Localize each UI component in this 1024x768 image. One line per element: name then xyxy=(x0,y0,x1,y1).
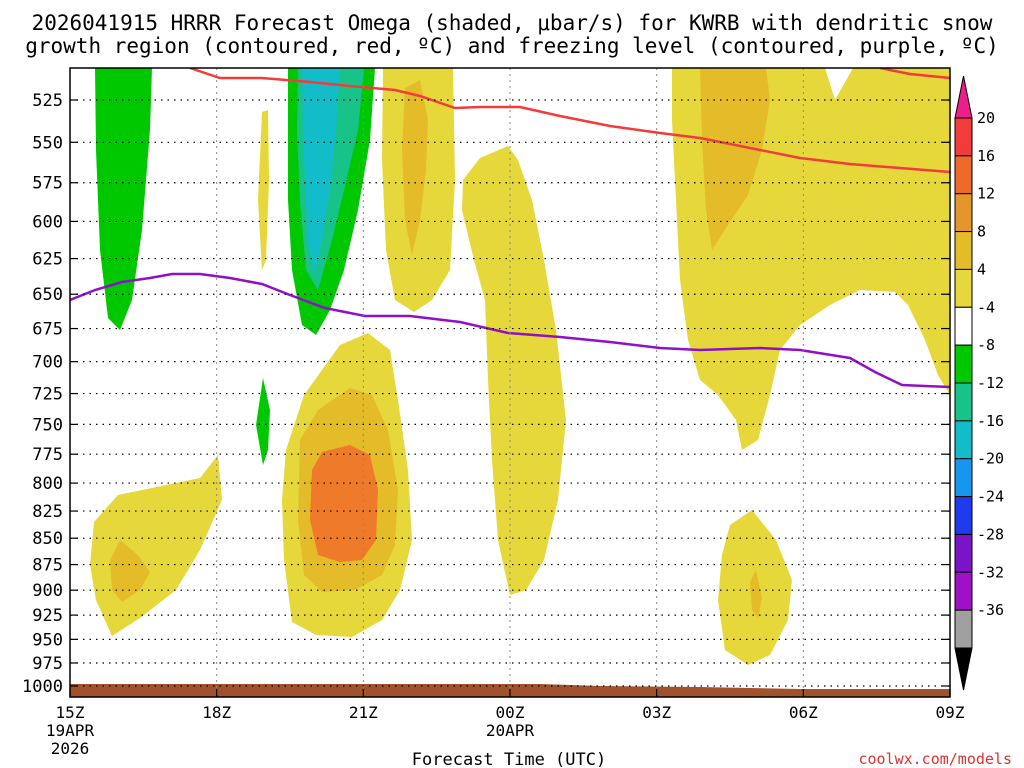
colorbar-swatch xyxy=(954,155,973,195)
colorbar-label: -4 xyxy=(977,298,995,316)
y-tick-label: 775 xyxy=(32,445,63,465)
omega-shading-4-8 xyxy=(90,68,950,665)
colorbar-label: -36 xyxy=(977,601,1004,619)
x-tick-date: 19APR xyxy=(46,721,95,740)
y-tick-label: 950 xyxy=(32,630,63,650)
dendritic-growth-contour-upper xyxy=(879,68,950,80)
y-tick-label: 600 xyxy=(32,212,63,232)
y-tick-label: 750 xyxy=(32,415,63,435)
x-tick-label: 00Z xyxy=(496,703,525,722)
colorbar-swatch xyxy=(954,420,973,460)
y-tick-label: 700 xyxy=(32,353,63,373)
x-axis-title: Forecast Time (UTC) xyxy=(412,750,606,768)
colorbar-label: 8 xyxy=(977,223,986,241)
colorbar-swatch xyxy=(954,268,973,308)
y-tick-label: 725 xyxy=(32,385,63,405)
colorbar-label: -16 xyxy=(977,412,1004,430)
y-tick-label: 575 xyxy=(32,174,63,194)
y-tick-label: 900 xyxy=(32,581,63,601)
chart-title-line-2: growth region (contoured, red, ºC) and f… xyxy=(25,34,999,58)
colorbar-label: 16 xyxy=(977,147,995,165)
dendritic-growth-contour xyxy=(189,68,950,174)
colorbar-label: 20 xyxy=(977,109,995,127)
colorbar-label: -12 xyxy=(977,374,1004,392)
colorbar-swatch xyxy=(954,609,973,649)
colorbar-label: -8 xyxy=(977,336,995,354)
colorbar-swatch xyxy=(954,231,973,270)
y-tick-label: 550 xyxy=(32,133,63,153)
colorbar-swatch xyxy=(954,117,973,157)
x-tick-label: 18Z xyxy=(202,703,231,722)
colorbar-swatch xyxy=(954,344,973,384)
x-tick-label: 03Z xyxy=(642,703,671,722)
colorbar-label: -20 xyxy=(977,450,1004,468)
colorbar-swatch xyxy=(954,193,973,233)
omega-shading-12-16 xyxy=(310,445,378,562)
plot-area xyxy=(70,68,950,697)
x-tick-label: 21Z xyxy=(349,703,378,722)
omega-shading-minus12-minus16 xyxy=(302,68,340,275)
y-tick-label: 875 xyxy=(32,556,63,576)
y-tick-label: 1000 xyxy=(22,677,63,697)
y-tick-label: 650 xyxy=(32,285,63,305)
y-axis-labels: 525 550 575 600 625 650 675 700 725 750 775 800 825 8… xyxy=(22,91,950,697)
y-tick-label: 675 xyxy=(32,320,63,340)
colorbar-swatch xyxy=(954,496,973,535)
colorbar-top-arrow xyxy=(954,75,973,119)
colorbar-swatch xyxy=(954,382,973,422)
x-tick-year: 2026 xyxy=(51,739,90,758)
x-tick-date: 20APR xyxy=(486,721,535,740)
colorbar-label: 12 xyxy=(977,185,995,203)
colorbar-label: 4 xyxy=(977,260,986,278)
y-tick-label: 800 xyxy=(32,474,63,494)
freezing-level-contour xyxy=(70,272,950,389)
credit-text: coolwx.com/models xyxy=(858,750,1012,768)
y-tick-label: 975 xyxy=(32,654,63,674)
y-tick-label: 525 xyxy=(32,91,63,111)
colorbar-swatch xyxy=(954,533,973,573)
x-tick-label: 06Z xyxy=(789,703,818,722)
y-tick-label: 925 xyxy=(32,606,63,626)
y-tick-label: 625 xyxy=(32,250,63,270)
x-tick-label: 15Z xyxy=(56,703,85,722)
chart-title-line-1: 2026041915 HRRR Forecast Omega (shaded, … xyxy=(32,11,993,35)
colorbar-label: -28 xyxy=(977,525,1004,543)
colorbar-label: -24 xyxy=(977,488,1004,506)
colorbar-label: -32 xyxy=(977,563,1004,581)
colorbar-swatch xyxy=(954,306,973,346)
colorbar-swatch xyxy=(954,571,973,611)
x-tick-label: 09Z xyxy=(936,703,965,722)
y-tick-label: 850 xyxy=(32,529,63,549)
colorbar-swatch xyxy=(954,458,973,498)
y-tick-label: 825 xyxy=(32,502,63,522)
colorbar-bottom-arrow xyxy=(954,647,973,691)
colorbar: 20 16 12 8 4 -4 -8 -12 -16 -20 -24 -28 -32 -36 xyxy=(954,75,1004,691)
